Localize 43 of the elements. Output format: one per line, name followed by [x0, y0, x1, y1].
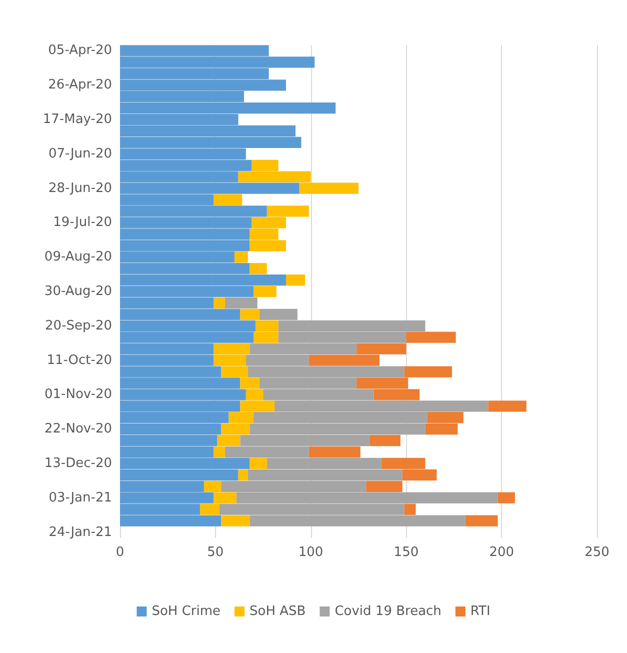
y-tick-label: 28-Jun-20 [48, 180, 112, 196]
x-tick-label: 200 [489, 545, 514, 560]
legend-label: RTI [470, 604, 490, 619]
y-tick-label: 22-Nov-20 [44, 422, 112, 437]
y-tick-label: 20-Sep-20 [45, 318, 112, 334]
bar [465, 515, 498, 526]
bar [366, 480, 402, 492]
bar [404, 504, 416, 515]
bar [488, 400, 526, 412]
bar [254, 286, 276, 298]
x-tick-label: 250 [584, 545, 610, 560]
bar [498, 492, 515, 504]
y-tick-label: 09-Aug-20 [44, 250, 112, 265]
bar [406, 332, 456, 343]
bar [224, 297, 258, 309]
y-tick-label: 24-Jan-21 [48, 524, 112, 540]
bar [238, 469, 248, 481]
x-tick-label: 150 [394, 545, 419, 560]
legend-label: Covid 19 Breach [334, 604, 442, 619]
bar [370, 434, 400, 446]
y-tick-label: 05-Apr-20 [48, 43, 112, 58]
x-tick-label: 100 [298, 545, 324, 560]
y-tick-label: 17-May-20 [42, 112, 112, 128]
x-tick-label: 0 [116, 545, 124, 560]
legend-label: SoH ASB [250, 604, 306, 619]
y-tick-label: 30-Aug-20 [44, 284, 112, 299]
bar [250, 458, 267, 470]
y-tick-label: 07-Jun-20 [48, 146, 112, 162]
y-tick-label: 11-Oct-20 [46, 352, 112, 368]
y-tick-label: 26-Apr-20 [48, 78, 112, 93]
bar [221, 515, 250, 526]
bar [213, 194, 242, 206]
y-tick-label: 03-Jan-21 [48, 490, 112, 506]
bar [308, 446, 360, 458]
x-tick-label: 50 [207, 545, 224, 560]
y-tick-label: 19-Jul-20 [53, 215, 112, 230]
bar [213, 297, 225, 309]
legend-label: SoH Crime [152, 604, 221, 619]
bar [286, 274, 306, 286]
y-tick-label: 13-Dec-20 [44, 456, 112, 471]
y-tick-label: 01-Nov-20 [44, 387, 112, 402]
bar [250, 263, 267, 274]
bar [234, 252, 248, 263]
